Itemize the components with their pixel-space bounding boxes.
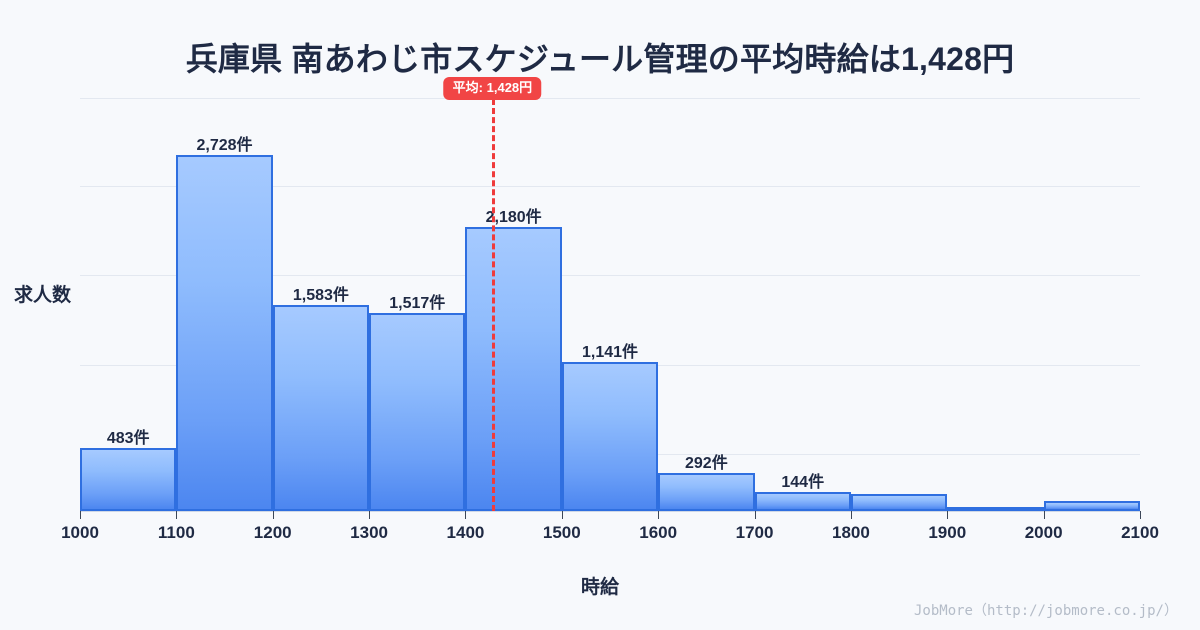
bar-value-label: 2,180件 <box>485 208 542 226</box>
bar[interactable] <box>80 448 177 511</box>
x-axis-tick-label: 1800 <box>831 523 870 542</box>
x-axis-tick-label: 1700 <box>735 523 774 542</box>
bar-value-label: 483件 <box>106 430 150 448</box>
page-title: 兵庫県 南あわじ市スケジュール管理の平均時給は1,428円 <box>185 41 1015 77</box>
x-axis-tick <box>561 511 563 519</box>
x-axis-tick-label: 1000 <box>61 523 99 542</box>
bar-value-label: 292件 <box>685 454 728 472</box>
x-axis-tick <box>369 511 371 519</box>
bar-value-label: 1,517件 <box>389 295 446 313</box>
x-axis-tick-label: 1900 <box>928 523 967 542</box>
x-axis-tick-label: 1300 <box>350 523 388 542</box>
x-axis-tick-label: 2000 <box>1024 523 1063 542</box>
average-line <box>492 90 496 511</box>
bar[interactable] <box>754 492 851 511</box>
x-axis-tick-label: 1500 <box>542 523 581 542</box>
bar-value-label: 1,141件 <box>581 344 639 362</box>
x-axis-tick <box>80 511 81 519</box>
x-axis-tick-label: 1600 <box>639 523 678 542</box>
plot-area: 483件 2,728件 1,583件 1,517件 2,180件 1,141件 292件 14… <box>80 77 1140 511</box>
bar-value-label: 2,728件 <box>196 137 253 155</box>
x-axis-tick <box>176 511 178 519</box>
x-axis-tick <box>947 511 949 519</box>
watermark-footer: JobMore（http://jobmore.co.jp/） <box>913 603 1178 619</box>
bar[interactable] <box>658 472 755 511</box>
x-axis-tick <box>272 511 274 519</box>
bar[interactable] <box>1043 500 1140 511</box>
bar[interactable] <box>369 313 466 511</box>
bar[interactable] <box>561 362 659 511</box>
x-axis-tick <box>465 511 467 519</box>
bar-value-label: 1,583件 <box>292 286 349 304</box>
bar[interactable] <box>465 226 562 511</box>
x-axis-tick-label: 1200 <box>253 523 292 542</box>
gridline <box>80 97 1140 99</box>
average-badge: 平均: 1,428円 <box>443 77 542 101</box>
x-axis-tick <box>1140 511 1141 519</box>
bar[interactable] <box>850 493 948 511</box>
gridline <box>80 186 1140 188</box>
bar[interactable] <box>947 507 1044 511</box>
bar[interactable] <box>176 155 273 511</box>
x-axis-tick <box>754 511 756 519</box>
x-axis-tick <box>658 511 660 519</box>
x-axis-tick-label: 1100 <box>157 523 195 542</box>
bar-value-label: 144件 <box>781 474 825 492</box>
x-axis-tick <box>1043 511 1045 519</box>
x-axis-tick-label: 1400 <box>446 523 485 542</box>
x-axis-title: 時給 <box>580 577 619 598</box>
gridline <box>80 275 1140 277</box>
y-axis-title: 求人数 <box>14 285 72 306</box>
x-axis-tick <box>850 511 852 519</box>
x-axis-tick-label: 2100 <box>1121 523 1159 542</box>
x-axis: 1000 1100 1200 1300 1400 1500 1600 1700 1800 1900… <box>61 511 1159 542</box>
bar[interactable] <box>272 304 370 511</box>
